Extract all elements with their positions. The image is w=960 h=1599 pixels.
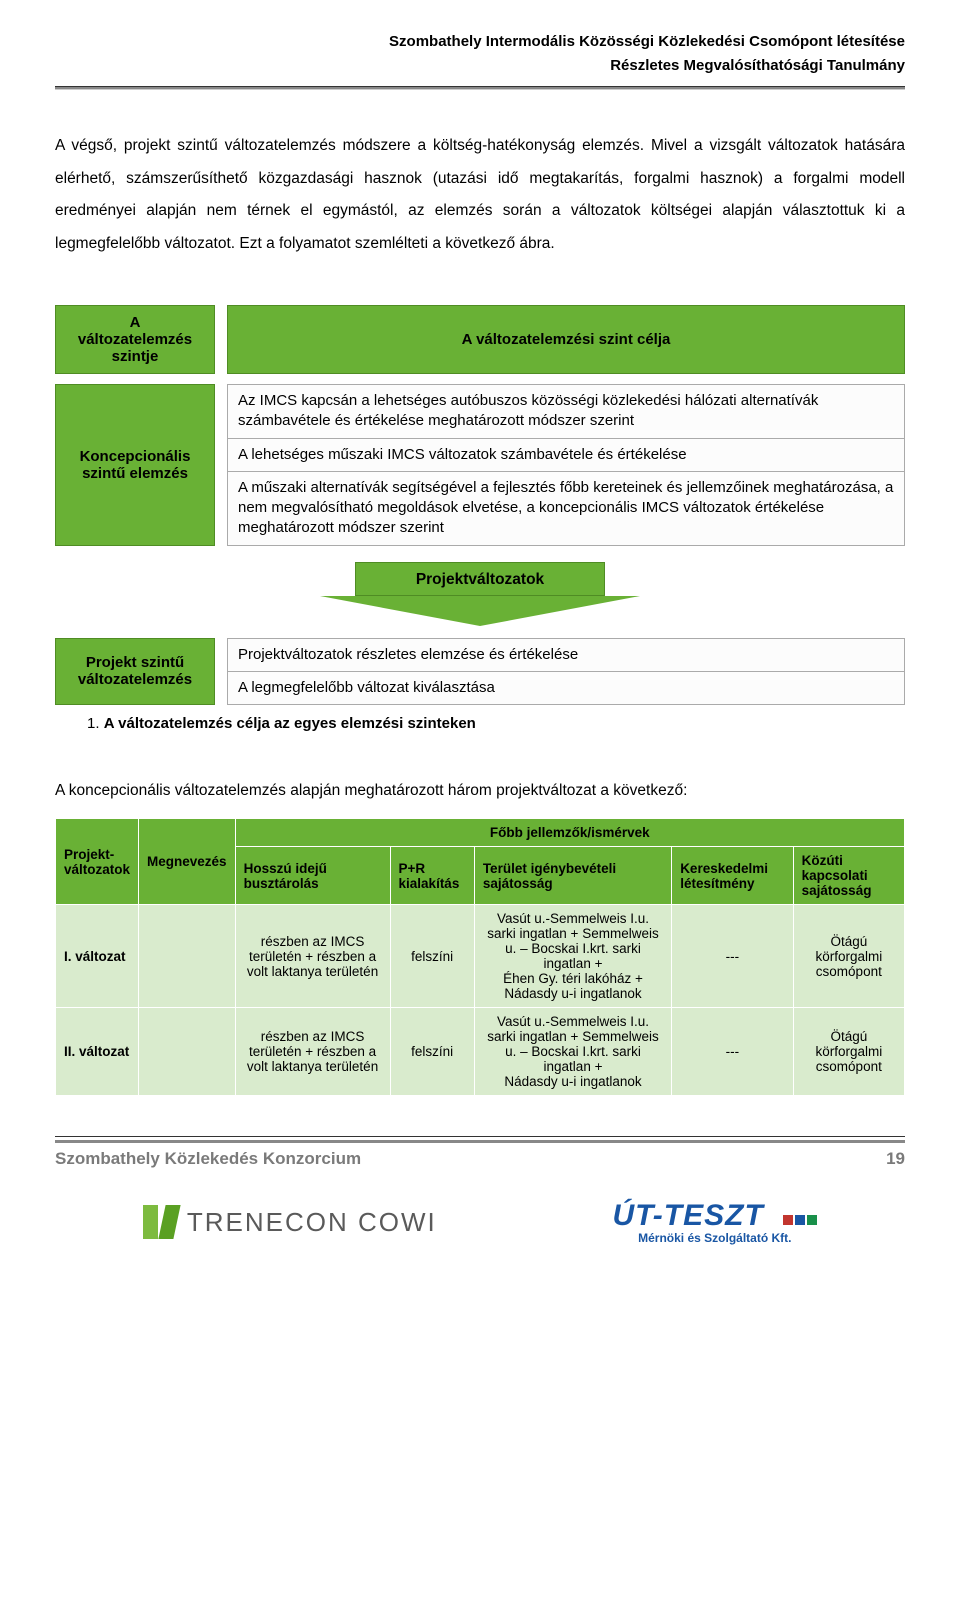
utteszt-squares-icon bbox=[781, 1212, 817, 1230]
concept-item: Az IMCS kapcsán a lehetséges autóbuszos … bbox=[227, 384, 905, 439]
diagram-arrow: Projektváltozatok bbox=[55, 546, 905, 638]
row-name bbox=[139, 1008, 236, 1096]
figure-caption: 1. A változatelemzés célja az egyes elem… bbox=[55, 711, 905, 732]
diagram-header-row: A változatelemzés szintje A változatelem… bbox=[55, 305, 905, 374]
th-group: Főbb jellemzők/ismérvek bbox=[235, 819, 904, 847]
body-paragraph: A végső, projekt szintű változatelemzés … bbox=[55, 130, 905, 260]
project-label: Projekt szintű változatelemzés bbox=[55, 638, 215, 706]
table-head: Projekt- változatok Megnevezés Főbb jell… bbox=[56, 819, 905, 905]
diagram-head-right: A változatelemzési szint célja bbox=[227, 305, 905, 374]
th-megnevezes: Megnevezés bbox=[139, 819, 236, 905]
trenecon-mark-icon bbox=[143, 1205, 177, 1239]
page-footer: Szombathely Közlekedés Konzorcium 19 bbox=[55, 1136, 905, 1169]
cell: felszíni bbox=[390, 905, 474, 1008]
header-rule bbox=[55, 86, 905, 90]
diagram-head-left: A változatelemzés szintje bbox=[55, 305, 215, 374]
trenecon-text: TRENECON COWI bbox=[187, 1207, 437, 1238]
row-label: II. változat bbox=[56, 1008, 139, 1096]
utteszt-sub: Mérnöki és Szolgáltató Kft. bbox=[612, 1232, 817, 1245]
cell: Ötágú körforgalmi csomópont bbox=[793, 905, 904, 1008]
th-sub: P+R kialakítás bbox=[390, 847, 474, 905]
table-body: I. változat részben az IMCS területén + … bbox=[56, 905, 905, 1096]
diagram-concept-row: Koncepcionális szintű elemzés Az IMCS ka… bbox=[55, 384, 905, 546]
concept-item: A műszaki alternatívák segítségével a fe… bbox=[227, 472, 905, 546]
arrow-label: Projektváltozatok bbox=[355, 562, 605, 596]
footer-page-number: 19 bbox=[886, 1149, 905, 1169]
arrow-head-icon bbox=[320, 596, 640, 626]
utteszt-main: ÚT-TESZT bbox=[612, 1199, 773, 1232]
footer-left: Szombathely Közlekedés Konzorcium bbox=[55, 1149, 361, 1169]
table-intro: A koncepcionális változatelemzés alapján… bbox=[55, 782, 905, 800]
cell: Vasút u.-Semmelweis I.u. sarki ingatlan … bbox=[474, 905, 671, 1008]
th-projektvaltozatok: Projekt- változatok bbox=[56, 819, 139, 905]
header-line-2: Részletes Megvalósíthatósági Tanulmány bbox=[55, 54, 905, 78]
caption-text: A változatelemzés célja az egyes elemzés… bbox=[104, 715, 476, 732]
project-variants-table: Projekt- változatok Megnevezés Főbb jell… bbox=[55, 818, 905, 1096]
header-line-1: Szombathely Intermodális Közösségi Közle… bbox=[55, 30, 905, 54]
th-sub: Terület igénybevételi sajátosság bbox=[474, 847, 671, 905]
th-sub: Hosszú idejű busztárolás bbox=[235, 847, 390, 905]
footer-logos: TRENECON COWI ÚT-TESZT Mérnöki és Szolgá… bbox=[55, 1169, 905, 1265]
th-sub: Közúti kapcsolati sajátosság bbox=[793, 847, 904, 905]
utteszt-logo: ÚT-TESZT Mérnöki és Szolgáltató Kft. bbox=[612, 1199, 817, 1245]
project-items: Projektváltozatok részletes elemzése és … bbox=[227, 638, 905, 706]
cell: --- bbox=[672, 1008, 793, 1096]
cell: részben az IMCS területén + részben a vo… bbox=[235, 905, 390, 1008]
concept-label: Koncepcionális szintű elemzés bbox=[55, 384, 215, 546]
cell: Vasút u.-Semmelweis I.u. sarki ingatlan … bbox=[474, 1008, 671, 1096]
table-row: I. változat részben az IMCS területén + … bbox=[56, 905, 905, 1008]
row-name bbox=[139, 905, 236, 1008]
concept-item: A lehetséges műszaki IMCS változatok szá… bbox=[227, 439, 905, 472]
row-label: I. változat bbox=[56, 905, 139, 1008]
project-item: Projektváltozatok részletes elemzése és … bbox=[227, 638, 905, 672]
project-item: A legmegfelelőbb változat kiválasztása bbox=[227, 672, 905, 705]
cell: Ötágú körforgalmi csomópont bbox=[793, 1008, 904, 1096]
concept-items: Az IMCS kapcsán a lehetséges autóbuszos … bbox=[227, 384, 905, 546]
th-sub: Kereskedelmi létesítmény bbox=[672, 847, 793, 905]
trenecon-logo: TRENECON COWI bbox=[143, 1205, 437, 1239]
cell: részben az IMCS területén + részben a vo… bbox=[235, 1008, 390, 1096]
page: Szombathely Intermodális Közösségi Közle… bbox=[0, 0, 960, 1285]
cell: --- bbox=[672, 905, 793, 1008]
caption-number: 1. bbox=[87, 715, 100, 732]
diagram-project-row: Projekt szintű változatelemzés Projektvá… bbox=[55, 638, 905, 706]
page-header: Szombathely Intermodális Közösségi Közle… bbox=[55, 30, 905, 78]
table-row: II. változat részben az IMCS területén +… bbox=[56, 1008, 905, 1096]
analysis-diagram: A változatelemzés szintje A változatelem… bbox=[55, 305, 905, 705]
cell: felszíni bbox=[390, 1008, 474, 1096]
